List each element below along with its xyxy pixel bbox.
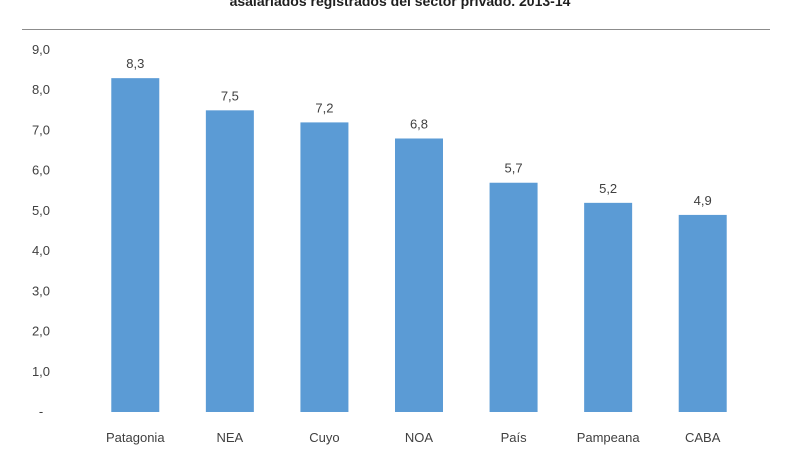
y-tick-label: 8,0	[32, 82, 50, 97]
bar	[300, 122, 349, 413]
x-tick-label: NOA	[405, 430, 434, 445]
x-tick-label: Patagonia	[106, 430, 165, 445]
bars	[111, 78, 727, 413]
y-tick-label: 1,0	[32, 364, 50, 379]
data-label: 6,8	[410, 116, 428, 131]
bar	[205, 110, 254, 412]
data-label: 7,5	[221, 88, 239, 103]
bar	[489, 182, 538, 412]
x-axis: Patagonia NEA Cuyo NOA País Pampeana CABA	[106, 430, 721, 445]
y-tick-label: 9,0	[32, 42, 50, 57]
data-labels: 8,3 7,5 7,2 6,8 5,7 5,2 4,9	[126, 56, 712, 208]
data-label: 4,9	[694, 193, 712, 208]
x-tick-label: Pampeana	[577, 430, 641, 445]
title-divider	[22, 29, 770, 30]
y-tick-label: 3,0	[32, 283, 50, 298]
data-label: 8,3	[126, 56, 144, 71]
x-tick-label: NEA	[216, 430, 243, 445]
x-tick-label: Cuyo	[309, 430, 339, 445]
x-tick-label: País	[501, 430, 528, 445]
y-tick-label: 7,0	[32, 122, 50, 137]
chart-title: asalariados registrados del sector priva…	[229, 0, 571, 9]
y-tick-label: -	[39, 404, 43, 419]
y-axis: - 1,0 2,0 3,0 4,0 5,0 6,0 7,0 8,0 9,0	[32, 42, 50, 419]
data-label: 5,7	[505, 161, 523, 176]
y-tick-label: 5,0	[32, 203, 50, 218]
y-tick-label: 6,0	[32, 163, 50, 178]
bar	[584, 202, 633, 412]
data-label: 7,2	[315, 100, 333, 115]
y-tick-label: 2,0	[32, 324, 50, 339]
bar	[395, 138, 443, 412]
bar	[678, 214, 727, 412]
data-label: 5,2	[599, 181, 617, 196]
x-tick-label: CABA	[685, 430, 721, 445]
bar	[111, 78, 160, 413]
y-tick-label: 4,0	[32, 243, 50, 258]
